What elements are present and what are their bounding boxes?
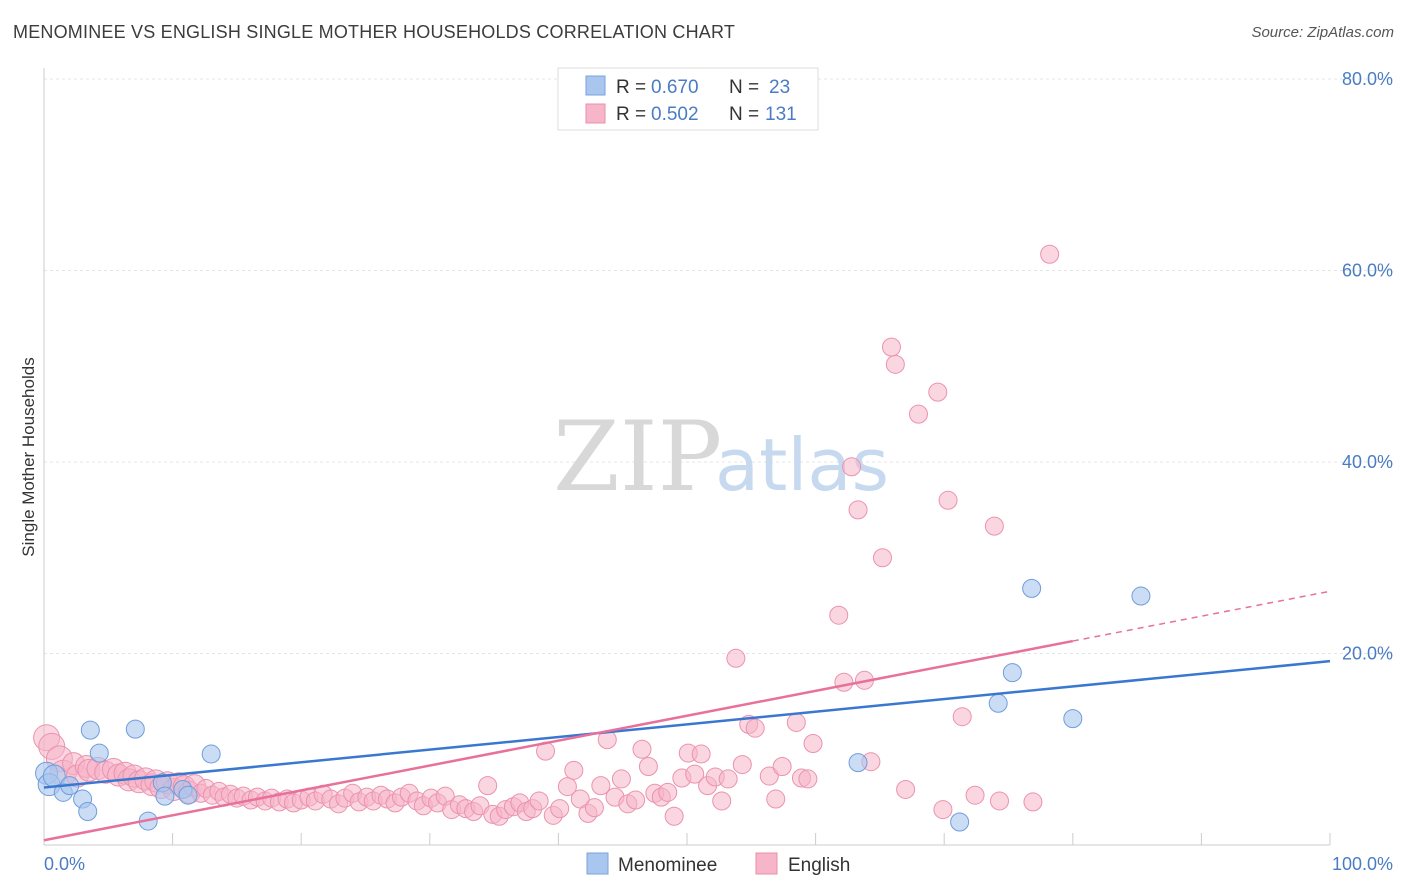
chart-title: MENOMINEE VS ENGLISH SINGLE MOTHER HOUSE… [13, 22, 736, 42]
english-point [772, 756, 792, 776]
english-point [759, 766, 779, 786]
english-point [658, 782, 678, 802]
english-point [965, 785, 985, 805]
bottom-legend-swatch-menominee [586, 852, 609, 875]
menominee-point [1022, 578, 1042, 598]
legend-n-label-menominee: N = [729, 77, 759, 98]
english-point [591, 776, 611, 796]
menominee-point [89, 743, 109, 763]
legend: R = 0.670 N = 23 R = 0.502 N = 131 [557, 67, 819, 131]
menominee-points [35, 578, 1151, 832]
english-trend-extension [1072, 590, 1331, 642]
english-point [798, 769, 818, 789]
grid-lines [44, 78, 1393, 654]
legend-swatch-menominee [585, 75, 606, 96]
menominee-point [201, 744, 221, 764]
english-trend-line [43, 639, 1074, 842]
y-tick-label-60: 60.0% [1342, 261, 1393, 281]
legend-n-label-english: N = [729, 104, 759, 125]
x-tick-label-max: 100.0% [1332, 854, 1393, 874]
menominee-point [125, 719, 145, 739]
english-point [885, 354, 905, 374]
english-point [726, 648, 746, 668]
english-point [881, 337, 901, 357]
menominee-point [80, 720, 100, 740]
english-point [928, 382, 948, 402]
menominee-point [178, 785, 198, 805]
english-point [718, 769, 738, 789]
english-point [803, 734, 823, 754]
english-point [584, 798, 604, 818]
english-point [712, 791, 732, 811]
english-point [834, 672, 854, 692]
menominee-point [1002, 663, 1022, 683]
legend-n-value-menominee: 23 [769, 77, 790, 98]
english-point [896, 779, 916, 799]
english-point [638, 756, 658, 776]
english-point [952, 707, 972, 727]
english-point [664, 806, 684, 826]
bottom-legend-menominee: Menominee [618, 855, 717, 876]
english-point [872, 548, 892, 568]
menominee-point [78, 801, 98, 821]
y-tick-label-80: 80.0% [1342, 69, 1393, 89]
trend-lines [43, 590, 1331, 842]
menominee-point [848, 753, 868, 773]
english-point [732, 755, 752, 775]
y-tick-label-20: 20.0% [1342, 644, 1393, 664]
english-point [1040, 244, 1060, 264]
y-tick-labels: 20.0% 40.0% 60.0% 80.0% [1342, 69, 1393, 664]
english-point [550, 799, 570, 819]
english-point [842, 457, 862, 477]
english-points [33, 244, 1060, 826]
english-point [786, 712, 806, 732]
english-point [529, 791, 549, 811]
menominee-point [1131, 586, 1151, 606]
legend-swatch-english [585, 103, 606, 124]
menominee-point [988, 693, 1008, 713]
bottom-legend-swatch-english [755, 852, 778, 875]
english-point [557, 777, 577, 797]
menominee-trend-line [43, 659, 1331, 789]
watermark-zip: ZIP [553, 401, 722, 513]
watermark-atlas: atlas [715, 423, 889, 507]
legend-r-value-english: 0.502 [651, 104, 699, 125]
english-point [1023, 792, 1043, 812]
legend-r-value-menominee: 0.670 [651, 77, 699, 98]
english-point [848, 500, 868, 520]
english-point [766, 789, 786, 809]
english-point [745, 718, 765, 738]
english-point [938, 490, 958, 510]
english-point [632, 739, 652, 759]
legend-r-label-menominee: R = [616, 77, 646, 98]
bottom-legend: Menominee English [586, 852, 850, 876]
menominee-point [155, 786, 175, 806]
legend-r-label-english: R = [616, 104, 646, 125]
english-point [989, 791, 1009, 811]
menominee-point [1063, 709, 1083, 729]
english-point [564, 760, 584, 780]
menominee-point [950, 812, 970, 832]
y-axis-label: Single Mother Households [19, 357, 38, 556]
english-point [829, 605, 849, 625]
english-point [626, 790, 646, 810]
y-tick-label-40: 40.0% [1342, 452, 1393, 472]
english-point [908, 404, 928, 424]
bottom-legend-english: English [788, 855, 850, 876]
x-tick-marks [172, 833, 1331, 845]
english-point [611, 769, 631, 789]
english-point [478, 776, 498, 796]
english-point [685, 764, 705, 784]
english-point [933, 800, 953, 820]
legend-n-value-english: 131 [765, 104, 797, 125]
english-point [984, 516, 1004, 536]
x-tick-label-min: 0.0% [44, 854, 85, 874]
english-point [691, 744, 711, 764]
source-label: Source: ZipAtlas.com [1251, 24, 1394, 41]
